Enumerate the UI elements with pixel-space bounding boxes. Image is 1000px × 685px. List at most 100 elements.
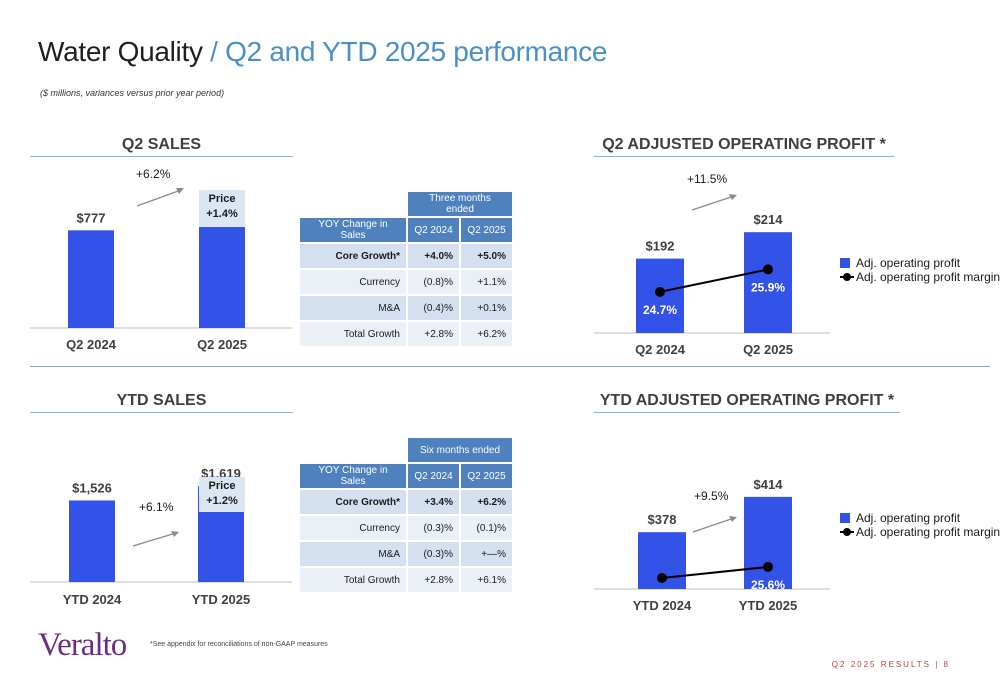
table-cell: (0.3)% (407, 541, 461, 568)
table-row: Currency (0.3)% (0.1)% (300, 515, 514, 542)
legend-bar-swatch (840, 258, 850, 268)
legend-bar-entry: Adj. operating profit (840, 511, 1000, 525)
margin-line (661, 565, 769, 579)
table-row: Core Growth* +4.0% +5.0% (300, 243, 514, 270)
table-row: Total Growth +2.8% +6.1% (300, 567, 514, 594)
bar-value-label: $214 (754, 212, 784, 227)
table-cell: +5.0% (460, 243, 514, 270)
ytd-sales-growth-label: +6.1% (139, 500, 174, 514)
q2-profit-chart: $192 Q2 2024 $214 Q2 2025 24.7% 25.9% (594, 212, 830, 357)
legend-bar-swatch (840, 513, 850, 523)
bar-value-label: $777 (77, 210, 106, 225)
margin-value-label: 25.9% (751, 280, 785, 294)
category-tick-label: Q2 2025 (197, 337, 247, 352)
column-header: Q2 2025 (460, 463, 514, 490)
table-header-row: YOY Change in Sales Q2 2024 Q2 2025 (300, 463, 514, 490)
table-row: Currency (0.8)% +1.1% (300, 269, 514, 296)
ytd-profit-chart: $378 YTD 2024 $414 YTD 2025 24.8% 25.6% (594, 477, 830, 613)
row-label: Core Growth* (300, 489, 408, 516)
margin-point (763, 561, 773, 572)
legend-bar-label: Adj. operating profit (856, 511, 961, 525)
table-row: M&A (0.3)% +—% (300, 541, 514, 568)
q2-sales-table: Three months ended YOY Change in Sales Q… (300, 192, 514, 348)
q2-profit-growth-label: +11.5% (687, 172, 728, 186)
page-title: Water Quality / Q2 and YTD 2025 performa… (38, 36, 607, 68)
row-label: Core Growth* (300, 243, 408, 270)
table-cell: +1.1% (460, 269, 514, 296)
table-cell: +6.2% (460, 321, 514, 348)
row-label: Currency (300, 515, 408, 542)
ytd-price-box: Price +1.2% (199, 477, 245, 512)
ytd-price-label: Price (208, 480, 236, 492)
title-subtitle: Q2 and YTD 2025 performance (225, 36, 608, 67)
row-label: Currency (300, 269, 408, 296)
ytd-profit-growth-label: +9.5% (694, 489, 729, 503)
category-tick-label: YTD 2025 (739, 598, 798, 613)
table-cell: +0.1% (460, 295, 514, 322)
table-cell: +3.4% (407, 489, 461, 516)
bar (199, 212, 245, 328)
section-divider (30, 366, 990, 367)
q2-sales-heading: Q2 SALES (121, 136, 202, 153)
table-row: Total Growth +2.8% +6.2% (300, 321, 514, 348)
legend-line-label: Adj. operating profit margin (856, 270, 1000, 284)
column-header: Q2 2024 (407, 463, 461, 490)
title-separator: / (202, 36, 226, 67)
bar (744, 496, 792, 589)
category-tick-label: Q2 2024 (635, 342, 686, 357)
ytd-profit-heading: YTD ADJUSTED OPERATING PROFIT * (599, 392, 895, 409)
title-segment: Water Quality (38, 36, 203, 67)
margin-point (657, 572, 667, 583)
row-label: Total Growth (300, 567, 408, 594)
legend-bar-label: Adj. operating profit (856, 256, 961, 270)
ytd-sales-heading: YTD SALES (116, 392, 207, 409)
table-title-row: Three months ended (300, 192, 514, 218)
bar (68, 230, 114, 328)
bar (744, 232, 792, 333)
bar-value-label: $1,526 (72, 480, 112, 495)
units-note: ($ millions, variances versus prior year… (40, 88, 225, 98)
table-cell: (0.4)% (407, 295, 461, 322)
table-cell: +6.1% (460, 567, 514, 594)
legend-line-swatch (840, 527, 854, 537)
legend-line-entry: Adj. operating profit margin (840, 270, 1000, 284)
page-footer: Q2 2025 RESULTS | 8 (831, 660, 950, 669)
margin-point (763, 264, 773, 275)
table-title: Six months ended (407, 438, 514, 464)
legend-bar-entry: Adj. operating profit (840, 256, 1000, 270)
bar (69, 500, 115, 582)
column-header: Q2 2024 (407, 217, 461, 244)
table-cell: +6.2% (460, 489, 514, 516)
table-cell: +—% (460, 541, 514, 568)
table-row: Core Growth* +3.4% +6.2% (300, 489, 514, 516)
footnote: *See appendix for reconciliations of non… (150, 641, 328, 648)
margin-value-label: 24.8% (645, 589, 679, 603)
q2-sales-heading-rule (30, 156, 293, 157)
column-header: Q2 2025 (460, 217, 514, 244)
margin-line (659, 268, 769, 293)
q2-profit-legend: Adj. operating profit Adj. operating pro… (840, 256, 1000, 284)
table-header-row: YOY Change in Sales Q2 2024 Q2 2025 (300, 217, 514, 244)
ytd-profit-heading-rule (594, 412, 900, 413)
table-title: Three months ended (407, 192, 514, 218)
legend-line-label: Adj. operating profit margin (856, 525, 1000, 539)
ytd-sales-growth-arrow (132, 531, 179, 547)
category-tick-label: Q2 2025 (743, 342, 793, 357)
bar-value-label: $378 (648, 512, 677, 527)
q2-profit-heading: Q2 ADJUSTED OPERATING PROFIT * (602, 136, 886, 153)
table-cell: +4.0% (407, 243, 461, 270)
legend-line-swatch (840, 272, 854, 282)
row-label: M&A (300, 541, 408, 568)
table-cell: +2.8% (407, 567, 461, 594)
legend-line-entry: Adj. operating profit margin (840, 525, 1000, 539)
q2-sales-growth-arrow (136, 188, 184, 207)
q2-profit-growth-arrow (691, 194, 737, 211)
table-cell: +2.8% (407, 321, 461, 348)
category-tick-label: YTD 2025 (192, 592, 251, 607)
table-row: M&A (0.4)% +0.1% (300, 295, 514, 322)
margin-value-label: 24.7% (643, 303, 677, 317)
row-label: M&A (300, 295, 408, 322)
